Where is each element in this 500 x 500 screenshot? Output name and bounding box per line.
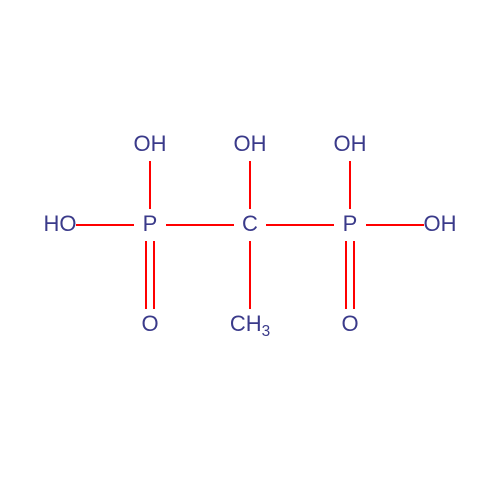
atom-label-O_br: O — [341, 311, 358, 336]
atom-label-P_r: P — [343, 211, 358, 236]
atom-label-P_l: P — [143, 211, 158, 236]
atom-label-C_c: C — [242, 211, 258, 236]
atom-label-HO_l: HO — [44, 211, 77, 236]
atom-label-CH3: CH3 — [230, 311, 270, 340]
atom-label-O_bl: O — [141, 311, 158, 336]
chemical-structure-diagram: OH OH OH HO P C P OH O CH3 O — [0, 0, 500, 500]
atom-label-OH_tc: OH — [234, 131, 267, 156]
atom-label-OH_tr: OH — [334, 131, 367, 156]
atom-label-OH_tl: OH — [134, 131, 167, 156]
atom-label-OH_r: OH — [424, 211, 457, 236]
